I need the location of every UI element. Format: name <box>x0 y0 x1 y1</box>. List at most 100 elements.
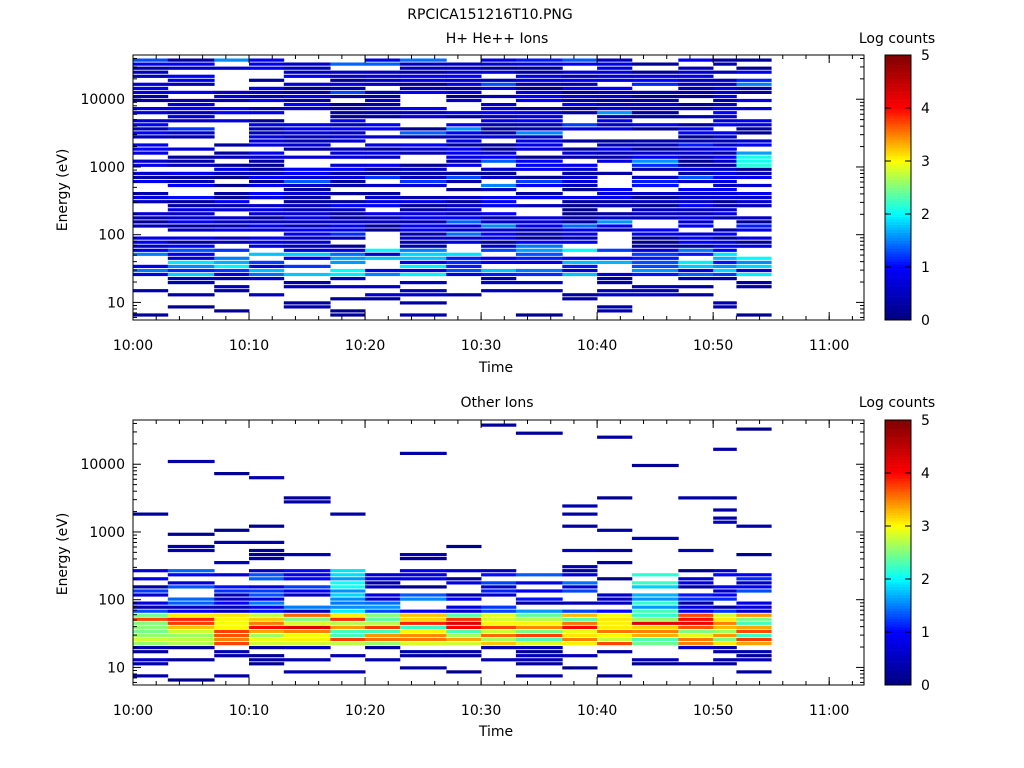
heatmap-cell <box>631 642 679 646</box>
heatmap-cell <box>678 569 714 573</box>
heatmap-cell <box>133 212 169 216</box>
heatmap-cell <box>562 123 598 127</box>
heatmap-cell <box>678 179 714 184</box>
colorbar-segment <box>885 563 911 567</box>
heatmap-cell <box>133 601 169 605</box>
heatmap-cell <box>330 309 366 313</box>
colorbar-segment <box>885 290 911 294</box>
heatmap-cell <box>167 272 215 277</box>
heatmap-cell <box>597 548 633 553</box>
colorbar-segment <box>885 166 911 170</box>
colorbar-segment <box>885 433 911 437</box>
heatmap-cell <box>481 642 517 646</box>
heatmap-cell <box>365 123 401 127</box>
heatmap-cell <box>214 540 250 544</box>
heatmap-cell <box>597 293 633 297</box>
heatmap-cell <box>365 272 401 277</box>
heatmap-cell <box>283 167 331 171</box>
heatmap-cell <box>330 212 366 216</box>
heatmap-cell <box>678 617 714 621</box>
heatmap-cell <box>283 301 331 305</box>
colorbar-segment <box>885 259 911 262</box>
heatmap-cell <box>678 236 714 240</box>
heatmap-cell <box>399 281 447 285</box>
heatmap-cell <box>214 637 250 642</box>
colorbar-tick-label: 3 <box>921 154 930 170</box>
heatmap-cell <box>736 613 772 617</box>
heatmap-cell <box>481 196 517 200</box>
heatmap-cell <box>446 272 482 277</box>
heatmap-cell <box>736 107 772 111</box>
heatmap-cell <box>515 597 563 601</box>
colorbar-segment <box>885 589 911 593</box>
heatmap-cell <box>562 565 598 569</box>
colorbar-segment <box>885 555 911 559</box>
heatmap-cell <box>713 573 737 577</box>
heatmap-cell <box>736 196 772 200</box>
heatmap-cell <box>713 143 737 147</box>
heatmap-cell <box>678 123 714 127</box>
heatmap-cell <box>562 621 598 625</box>
heatmap-cell <box>399 216 447 220</box>
heatmap-cell <box>330 151 366 155</box>
heatmap-cell <box>214 625 250 629</box>
colorbar-label: Log counts <box>859 395 935 411</box>
heatmap-cell <box>133 268 169 273</box>
heatmap-cell <box>678 260 714 264</box>
heatmap-cell <box>631 183 679 188</box>
heatmap-cell <box>330 232 366 236</box>
heatmap-cell <box>713 268 737 273</box>
heatmap-cell <box>249 123 285 127</box>
heatmap-cell <box>515 654 563 658</box>
colorbar-segment <box>885 264 911 268</box>
heatmap-cell <box>481 224 517 228</box>
heatmap-cell <box>133 609 169 613</box>
heatmap-cell <box>283 240 331 244</box>
heatmap-cell <box>214 674 250 678</box>
heatmap-cell <box>399 70 447 74</box>
heatmap-cell <box>562 581 598 585</box>
heatmap-cell <box>365 609 401 613</box>
heatmap-cell <box>736 650 772 654</box>
heatmap-cell <box>133 637 169 642</box>
heatmap-cell <box>446 127 482 131</box>
heatmap-cell <box>214 642 250 646</box>
heatmap-cell <box>631 98 679 103</box>
colorbar-segment <box>885 277 911 281</box>
heatmap-cell <box>631 107 679 111</box>
heatmap-cell <box>167 228 215 232</box>
panel-other-ions: Other Ions Log counts Time Energy (eV) 1… <box>55 395 935 740</box>
colorbar-segment <box>885 296 911 300</box>
heatmap-cell <box>399 224 447 228</box>
heatmap-cell <box>167 281 215 285</box>
heatmap-cell <box>399 62 447 66</box>
heatmap-cell <box>283 107 331 111</box>
heatmap-cell <box>133 159 169 163</box>
colorbar-frame <box>884 54 912 321</box>
colorbar-segment <box>885 168 911 172</box>
heatmap-cell <box>330 617 366 621</box>
heatmap-cell <box>736 658 772 662</box>
heatmap-cell <box>167 74 215 78</box>
heatmap-cell <box>631 163 679 167</box>
heatmap-cell <box>562 637 598 642</box>
heatmap-cell <box>446 171 482 175</box>
heatmap-cell <box>597 305 633 309</box>
heatmap-cell <box>562 220 598 224</box>
heatmap-cell <box>214 248 250 252</box>
heatmap-cell <box>736 66 772 70</box>
heatmap-cell <box>631 625 679 629</box>
heatmap-cell <box>249 90 285 94</box>
colorbar-segment <box>885 454 911 458</box>
colorbar-segment <box>885 573 911 577</box>
colorbar-tick-label: 4 <box>921 466 930 482</box>
heatmap-cell <box>399 86 447 90</box>
heatmap-cell <box>515 625 563 629</box>
heatmap-cell <box>736 70 772 74</box>
heatmap-cell <box>249 605 285 609</box>
heatmap-cell <box>283 642 331 646</box>
colorbar-segment <box>885 57 911 61</box>
heatmap-cell <box>713 200 737 204</box>
heatmap-cell <box>399 613 447 617</box>
